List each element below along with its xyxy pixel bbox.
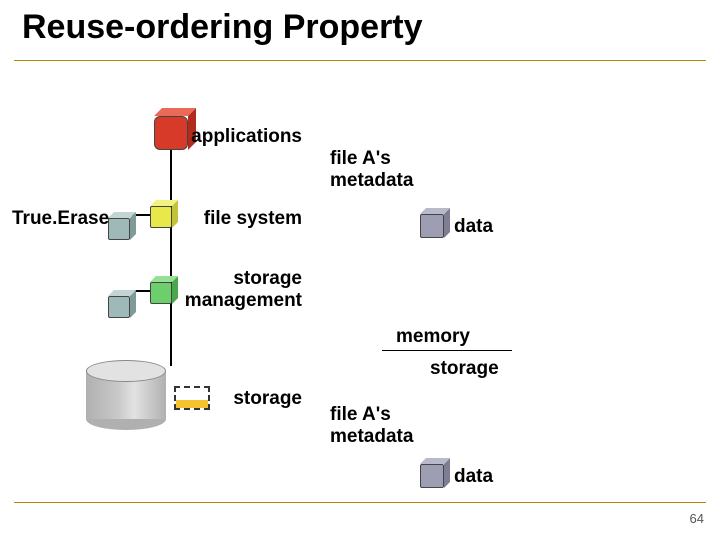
slide-title: Reuse-ordering Property: [22, 8, 423, 47]
data-label-bottom: data: [454, 466, 493, 488]
storage-mgmt-label: storagemanagement: [185, 268, 302, 312]
data-label-top: data: [454, 216, 493, 238]
applications-node-icon: [154, 108, 196, 150]
filesystem-node-icon: [150, 200, 178, 228]
storage-cylinder-icon: [86, 360, 166, 430]
memory-storage-separator: [382, 350, 512, 351]
trueerase-label: True.Erase: [12, 208, 109, 230]
data-cube-storage-icon: [420, 458, 450, 488]
storage-block-dashed-icon: [174, 386, 210, 410]
memory-label: memory: [396, 326, 470, 348]
trueerase-node-top-icon: [108, 212, 136, 240]
page-number: 64: [690, 511, 704, 526]
storage-separator-label: storage: [430, 358, 499, 380]
divider-top: [14, 60, 706, 61]
storage-label: storage: [233, 388, 302, 410]
filesystem-label: file system: [204, 208, 302, 230]
file-a-metadata-label-top: file A'smetadata: [330, 148, 413, 192]
storage-mgmt-node-icon: [150, 276, 178, 304]
data-cube-memory-icon: [420, 208, 450, 238]
applications-label: applications: [191, 126, 302, 148]
slide-root: Reuse-ordering Property True.Erase appli…: [0, 0, 720, 540]
main-vertical-connector: [170, 150, 172, 366]
trueerase-node-bottom-icon: [108, 290, 136, 318]
file-a-metadata-label-bottom: file A'smetadata: [330, 404, 413, 448]
divider-bottom: [14, 502, 706, 503]
